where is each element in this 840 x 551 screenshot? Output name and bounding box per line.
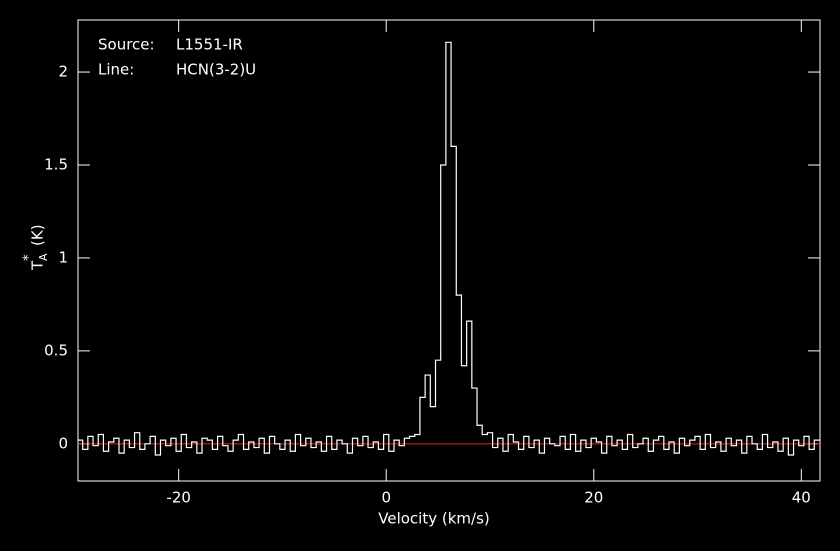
y-label-unit: (K)	[29, 224, 47, 246]
y-label-base: T	[29, 260, 47, 271]
y-tick-label: 1	[58, 248, 68, 266]
y-tick-label: 0.5	[44, 341, 68, 359]
annotation-key: Source:	[98, 36, 155, 54]
y-tick-label: 1.5	[44, 155, 68, 173]
y-tick-label: 2	[58, 63, 68, 81]
plot-frame	[77, 19, 821, 482]
annotation-value: L1551-IR	[176, 36, 243, 54]
x-tick-label: 20	[584, 489, 603, 507]
annotation-value: HCN(3-2)U	[176, 61, 256, 79]
y-label-sup: *	[22, 254, 37, 261]
y-label-sub: A	[37, 253, 50, 261]
x-tick-label: -20	[166, 489, 191, 507]
annotation-key: Line:	[98, 61, 134, 79]
y-tick-label: 0	[58, 434, 68, 452]
x-tick-label: 40	[792, 489, 811, 507]
x-axis-label: Velocity (km/s)	[378, 510, 489, 528]
spectrum-line	[77, 41, 820, 456]
x-tick-label: 0	[381, 489, 391, 507]
y-axis-label: T A * (K)	[22, 224, 51, 271]
